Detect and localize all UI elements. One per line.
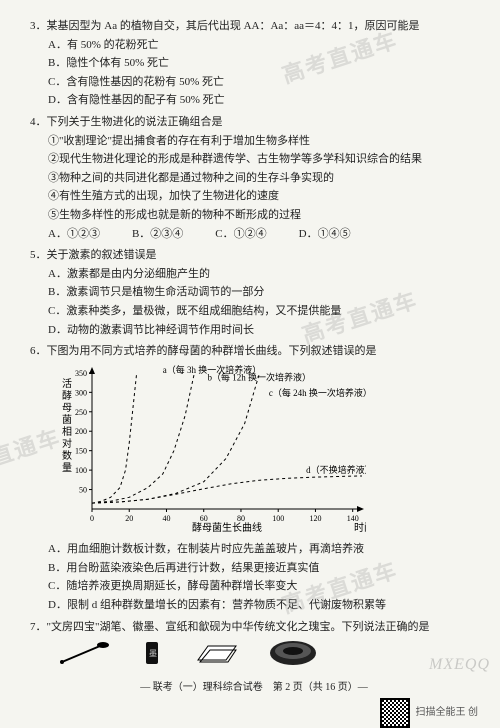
svg-text:80: 80 <box>237 514 245 523</box>
svg-text:相: 相 <box>62 425 72 438</box>
q4-sub-2: ②现代生物进化理论的形成是种群遗传学、古生物学等多学科知识综合的结果 <box>48 151 478 169</box>
q3-opt-a: A．有 50% 的花粉死亡 <box>48 37 478 55</box>
q6-opt-b: B．用台盼蓝染液染色后再进行计数，结果更接近真实值 <box>48 560 478 578</box>
q6-stem: 6．下图为用不同方式培养的酵母菌的种群增长曲线。下列叙述错误的是 <box>30 343 478 361</box>
question-6: 6．下图为用不同方式培养的酵母菌的种群增长曲线。下列叙述错误的是 0 20 40 60… <box>30 343 478 615</box>
q6-opt-c: C．随培养液更换周期延长，酵母菌种群增长率变大 <box>48 578 478 596</box>
ink-icon: 墨 <box>140 640 166 673</box>
question-7: 7．"文房四宝"湖笔、徽墨、宣纸和歙砚为中华传统文化之瑰宝。下列说法正确的是 墨 <box>30 619 478 674</box>
q6-opt-a: A．用血细胞计数板计数，在制装片时应先盖盖玻片，再滴培养液 <box>48 541 478 559</box>
svg-text:100: 100 <box>272 514 284 523</box>
svg-text:菌: 菌 <box>62 414 72 426</box>
q7-stem: 7．"文房四宝"湖笔、徽墨、宣纸和歙砚为中华传统文化之瑰宝。下列说法正确的是 <box>30 619 478 637</box>
question-4: 4．下列关于生物进化的说法正确组合是 ①"收割理论"提出捕食者的存在有利于增加生… <box>30 114 478 243</box>
yeast-growth-chart: 02040608010012014050100150200250300350活酵… <box>56 363 366 533</box>
q4-stem: 4．下列关于生物进化的说法正确组合是 <box>30 114 478 132</box>
svg-text:50: 50 <box>79 485 87 494</box>
q4-opt-a: A．①②③ <box>48 226 100 244</box>
q4-sub-5: ⑤生物多样性的形成也就是新的物种不断形成的过程 <box>48 207 478 225</box>
q6-opt-d: D．限制 d 组种群数量增长的因素有：营养物质不足、代谢废物积累等 <box>48 597 478 615</box>
brush-icon <box>60 640 110 673</box>
svg-text:100: 100 <box>75 466 87 475</box>
svg-text:活: 活 <box>62 378 72 390</box>
q4-opt-b: B．②③④ <box>132 226 183 244</box>
mxeqq-watermark: MXEQQ <box>429 652 490 678</box>
svg-text:母: 母 <box>62 402 72 414</box>
question-5: 5．关于激素的叙述错误是 A．激素都是由内分泌细胞产生的 B．激素调节只是植物生… <box>30 247 478 339</box>
q4-sub-4: ④有性生殖方式的出现，加快了生物进化的速度 <box>48 188 478 206</box>
svg-text:对: 对 <box>62 437 72 450</box>
q4-opt-d: D．①④⑤ <box>299 226 351 244</box>
question-3: 3．某基因型为 Aa 的植物自交，其后代出现 AA：Aa：aa＝4：4：1，原因… <box>30 18 478 110</box>
svg-text:20: 20 <box>125 514 133 523</box>
svg-text:d（不换培养液）: d（不换培养液） <box>306 464 366 475</box>
q4-sub-3: ③物种之间的共同进化都是通过物种之间的生存斗争实现的 <box>48 170 478 188</box>
q3-opt-c: C．含有隐性基因的花粉有 50% 死亡 <box>48 74 478 92</box>
svg-text:140: 140 <box>347 514 359 523</box>
q3-opt-d: D．含有隐性基因的配子有 50% 死亡 <box>48 92 478 110</box>
svg-text:b（每 12h 换一次培养液）: b（每 12h 换一次培养液） <box>207 371 311 382</box>
svg-text:60: 60 <box>200 514 208 523</box>
inkstone-icon <box>268 639 318 674</box>
q5-opt-b: B．激素调节只是植物生命活动调节的一部分 <box>48 284 478 302</box>
svg-text:0: 0 <box>90 514 94 523</box>
svg-text:量: 量 <box>62 462 72 474</box>
svg-text:酵母菌生长曲线: 酵母菌生长曲线 <box>192 521 262 533</box>
svg-text:200: 200 <box>75 427 87 436</box>
q3-opt-b: B．隐性个体有 50% 死亡 <box>48 55 478 73</box>
svg-text:40: 40 <box>162 514 170 523</box>
q4-sub-1: ①"收割理论"提出捕食者的存在有利于增加生物多样性 <box>48 133 478 151</box>
page-footer: — 联考（一）理科综合试卷 第 2 页（共 16 页）— <box>30 680 478 696</box>
svg-text:数: 数 <box>62 449 72 462</box>
svg-text:时间（h）: 时间（h） <box>354 521 366 533</box>
svg-text:350: 350 <box>75 369 87 378</box>
scan-text: 扫描全能王 创 <box>416 705 479 721</box>
q5-opt-a: A．激素都是由内分泌细胞产生的 <box>48 266 478 284</box>
svg-text:150: 150 <box>75 446 87 455</box>
qr-code-icon <box>380 698 410 728</box>
svg-text:300: 300 <box>75 388 87 397</box>
svg-text:酵: 酵 <box>62 390 72 402</box>
q4-opt-c: C．①②④ <box>215 226 266 244</box>
svg-text:墨: 墨 <box>149 649 157 658</box>
q5-stem: 5．关于激素的叙述错误是 <box>30 247 478 265</box>
paper-icon <box>196 640 238 673</box>
svg-text:120: 120 <box>309 514 321 523</box>
q3-stem: 3．某基因型为 Aa 的植物自交，其后代出现 AA：Aa：aa＝4：4：1，原因… <box>30 18 478 36</box>
q5-opt-c: C．激素种类多，量极微，既不组成细胞结构，又不提供能量 <box>48 303 478 321</box>
svg-text:c（每 24h 换一次培养液）: c（每 24h 换一次培养液） <box>269 387 366 398</box>
q5-opt-d: D．动物的激素调节比神经调节作用时间长 <box>48 322 478 340</box>
svg-text:250: 250 <box>75 407 87 416</box>
